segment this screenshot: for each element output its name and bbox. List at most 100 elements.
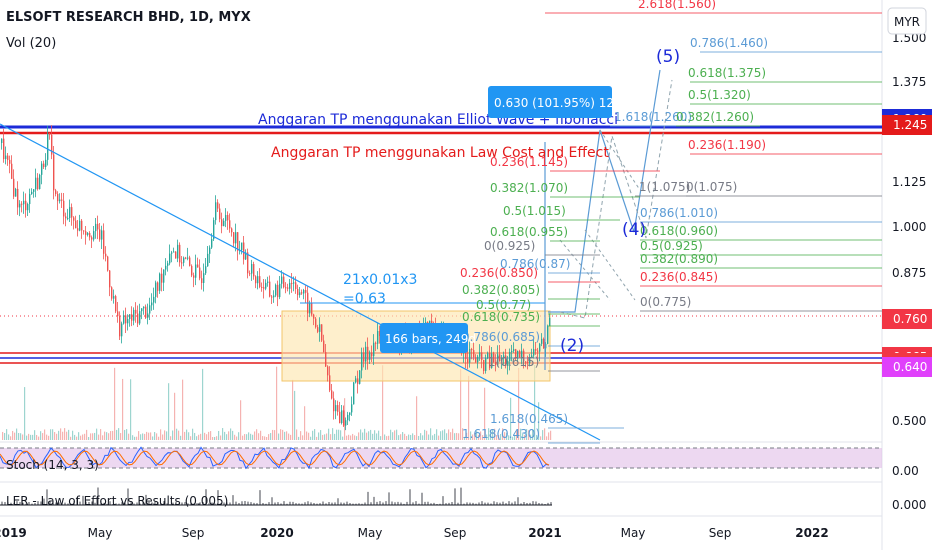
candle-body xyxy=(323,340,325,353)
volume-bar xyxy=(170,436,172,440)
volume-bar xyxy=(52,429,54,440)
candle-body xyxy=(255,276,257,284)
candle-body xyxy=(41,163,43,175)
candle-body xyxy=(237,232,239,251)
volume-bar xyxy=(260,430,262,440)
bars-range-label-bg xyxy=(380,323,468,353)
fib-level-label: 0(0.925) xyxy=(484,239,535,253)
volume-bar xyxy=(246,434,248,440)
volume-bar xyxy=(472,434,474,440)
volume-bar xyxy=(340,430,342,440)
candle-body xyxy=(227,214,229,221)
candle-body xyxy=(11,163,13,179)
candle-body xyxy=(111,287,113,299)
volume-bar xyxy=(326,433,328,440)
volume-bar xyxy=(368,431,370,440)
candle-body xyxy=(185,257,187,259)
candle-body xyxy=(365,346,367,362)
fib-level-label: 0(1.075) xyxy=(686,180,737,194)
volume-bar xyxy=(124,429,126,440)
volume-bar xyxy=(162,434,164,440)
volume-bar xyxy=(132,435,134,440)
candle-body xyxy=(269,281,271,297)
candle-body xyxy=(309,303,311,314)
volume-bar xyxy=(406,435,408,440)
volume-bar xyxy=(488,428,490,440)
volume-bar xyxy=(302,435,304,440)
candle-body xyxy=(547,326,549,344)
candle-body xyxy=(525,361,527,363)
volume-bar xyxy=(240,400,242,440)
volume-bar xyxy=(318,432,320,440)
indicator-axis-label: 0.000 xyxy=(892,498,926,512)
volume-bar xyxy=(316,436,318,440)
volume-bar xyxy=(416,396,418,440)
volume-bar xyxy=(82,434,84,440)
candle-body xyxy=(303,290,305,294)
fib-level-label: 0.618(0.960) xyxy=(640,224,718,238)
volume-bar xyxy=(256,429,258,440)
candle-body xyxy=(225,214,227,221)
volume-bar xyxy=(346,435,348,440)
candle-body xyxy=(511,350,513,353)
candle-body xyxy=(203,273,205,283)
wave-2-label: (2) xyxy=(560,336,584,356)
volume-bar xyxy=(214,436,216,440)
volume-bar xyxy=(110,431,112,440)
volume-bar xyxy=(334,433,336,440)
candle-body xyxy=(153,296,155,303)
candle-body xyxy=(247,252,249,274)
volume-bar xyxy=(152,436,154,440)
candle-body xyxy=(31,191,33,195)
price-tag xyxy=(882,115,932,135)
candle-body xyxy=(527,361,529,364)
volume-bar xyxy=(50,429,52,440)
volume-bar xyxy=(300,431,302,440)
candle-body xyxy=(105,253,107,257)
volume-bar xyxy=(538,402,540,440)
indicator-axis-label: 0.00 xyxy=(892,464,919,478)
candle-body xyxy=(249,273,251,275)
volume-bar xyxy=(130,379,132,440)
currency-button[interactable] xyxy=(887,7,927,35)
candle-body xyxy=(545,343,547,349)
candle-body xyxy=(197,264,199,268)
volume-bar xyxy=(42,433,44,440)
candle-body xyxy=(193,275,195,278)
point-count-result: =0.63 xyxy=(343,291,386,307)
volume-bar xyxy=(294,390,296,440)
stoch-band xyxy=(0,448,882,468)
volume-bar xyxy=(262,436,264,440)
candle-body xyxy=(535,349,537,351)
candle-body xyxy=(263,287,265,289)
volume-bar xyxy=(320,430,322,440)
volume-bar xyxy=(28,433,30,440)
candle-body xyxy=(125,315,127,324)
candle-body xyxy=(267,281,269,283)
candle-body xyxy=(349,412,351,415)
currency-button-label: MYR xyxy=(894,15,920,29)
candle-body xyxy=(287,287,289,289)
volume-bar xyxy=(396,429,398,440)
candle-body xyxy=(499,354,501,362)
candle-body xyxy=(191,265,193,276)
volume-bar xyxy=(108,433,110,440)
projection-dash xyxy=(584,229,636,301)
bars-range-label: 166 bars, 249d xyxy=(385,332,476,346)
candle-body xyxy=(519,350,521,358)
volume-bar xyxy=(184,431,186,440)
candle-body xyxy=(373,342,375,357)
candle-body xyxy=(159,273,161,291)
volume-bar xyxy=(376,433,378,440)
volume-bar xyxy=(386,436,388,440)
projection-dash xyxy=(599,129,641,191)
candle-body xyxy=(57,193,59,202)
candle-body xyxy=(87,233,89,235)
volume-bar xyxy=(118,428,120,440)
volume-bar xyxy=(204,432,206,440)
fib-level-label: 0.5(0.77) xyxy=(476,298,531,312)
candle-body xyxy=(363,352,365,362)
candle-body xyxy=(85,231,87,235)
volume-bar xyxy=(16,428,18,440)
